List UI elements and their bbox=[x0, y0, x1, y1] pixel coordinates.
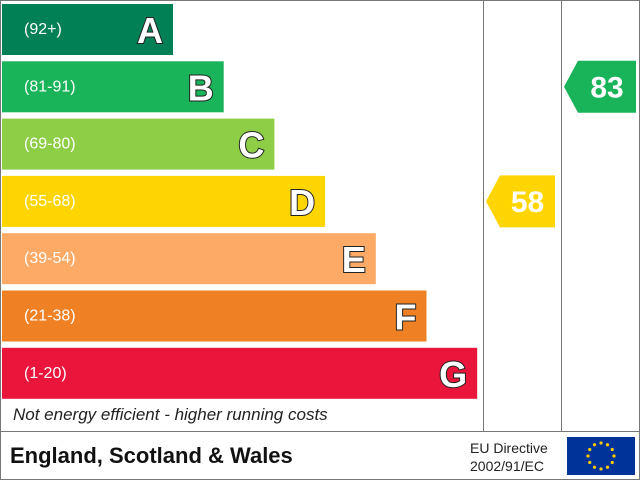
eu-star bbox=[586, 454, 590, 458]
band-range-label-e: (39-54) bbox=[24, 250, 76, 267]
band-bar-g bbox=[2, 347, 478, 399]
band-letter-a: A bbox=[137, 10, 163, 51]
eu-star bbox=[592, 443, 597, 447]
band-range-label-c: (69-80) bbox=[24, 136, 76, 153]
eu-star bbox=[605, 443, 610, 447]
inefficiency-note: Not energy efficient - higher running co… bbox=[13, 405, 328, 424]
eu-star bbox=[588, 447, 592, 452]
band-bar-a bbox=[2, 4, 173, 55]
band-bar-c bbox=[2, 118, 275, 170]
eu-star bbox=[610, 447, 614, 452]
potential-rating-value: 83 bbox=[590, 71, 623, 104]
potential-rating-arrow bbox=[564, 60, 636, 113]
current-rating-arrow bbox=[486, 175, 555, 228]
eu-star bbox=[588, 460, 592, 465]
eu-directive-line1: EU Directive bbox=[470, 440, 548, 456]
band-range-label-d: (55-68) bbox=[24, 193, 76, 210]
band-bar-e bbox=[2, 233, 376, 285]
eu-star bbox=[592, 465, 597, 469]
band-range-label-b: (81-91) bbox=[24, 78, 76, 95]
band-letter-g: G bbox=[439, 354, 467, 395]
eu-star bbox=[612, 454, 616, 458]
band-letter-e: E bbox=[342, 239, 366, 280]
band-letter-d: D bbox=[289, 182, 315, 223]
potential-rating-marker: 83 bbox=[564, 60, 636, 113]
band-bar-d bbox=[2, 175, 326, 227]
band-range-label-f: (21-38) bbox=[24, 308, 76, 325]
region-label: England, Scotland & Wales bbox=[10, 443, 293, 468]
band-bar-f bbox=[2, 290, 427, 342]
eu-flag-stars bbox=[586, 441, 616, 471]
band-letter-f: F bbox=[395, 297, 417, 338]
band-bar-b bbox=[2, 61, 224, 113]
band-range-label-a: (92+) bbox=[24, 21, 62, 38]
eu-star bbox=[610, 460, 614, 465]
eu-star bbox=[599, 441, 603, 445]
eu-star bbox=[605, 465, 610, 469]
band-letter-c: C bbox=[238, 125, 264, 166]
current-rating-value: 58 bbox=[511, 186, 544, 219]
current-rating-marker: 58 bbox=[486, 175, 555, 228]
eu-star bbox=[599, 467, 603, 471]
eu-directive-line2: 2002/91/EC bbox=[470, 458, 544, 474]
eu-flag-icon bbox=[567, 437, 635, 475]
band-letter-b: B bbox=[188, 67, 214, 108]
rating-bands: (92+) A (81-91) B (69-80) C (55-68) D (39-54) E (2… bbox=[2, 4, 478, 399]
band-range-label-g: (1-20) bbox=[24, 365, 67, 382]
